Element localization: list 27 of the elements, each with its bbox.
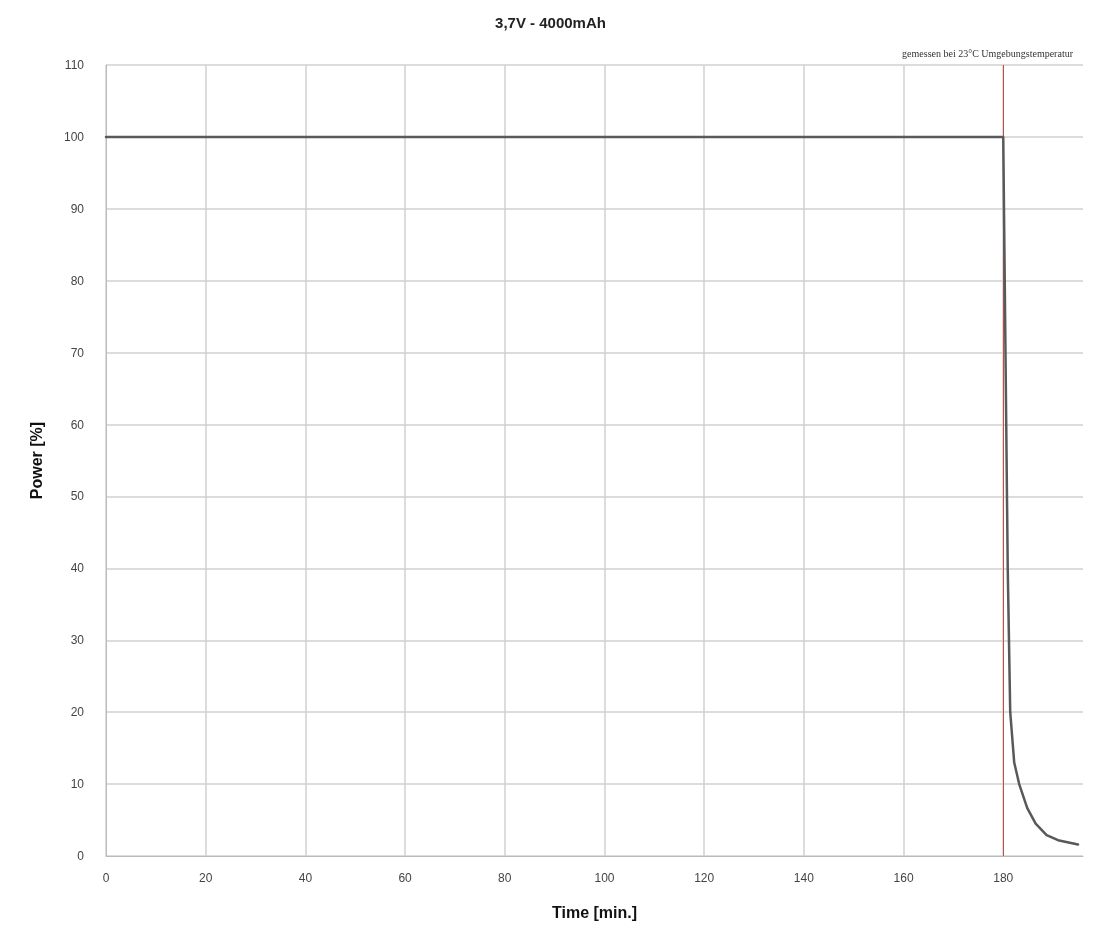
y-tick-label: 100: [63, 129, 85, 144]
x-tick-label: 80: [498, 871, 512, 885]
y-tick-label: 50: [70, 489, 85, 504]
y-tick-label: 70: [70, 345, 85, 360]
y-tick-label: 30: [70, 633, 85, 648]
x-tick-label: 120: [694, 871, 715, 885]
x-tick-label: 180: [993, 871, 1014, 885]
chart-title: 3,7V - 4000mAh: [495, 14, 606, 31]
y-tick-label: 20: [70, 705, 85, 720]
x-tick-label: 40: [298, 871, 313, 885]
y-tick-label: 90: [70, 201, 85, 216]
x-tick-label: 160: [893, 871, 914, 885]
y-tick-label: 0: [77, 849, 85, 863]
y-axis-title: Power [%]: [27, 421, 45, 500]
y-tick-label: 40: [70, 561, 85, 576]
x-tick-label: 60: [398, 871, 413, 885]
text: gemessen bei 23°C Umgebungstemperatur: [902, 47, 1074, 59]
line-series: [104, 135, 1080, 846]
x-tick-label: 140: [793, 871, 815, 885]
x-tick-label: 0: [102, 871, 110, 885]
x-axis-title: Time [min.]: [551, 903, 638, 921]
y-tick-label: 10: [70, 777, 85, 792]
y-tick-label: 110: [64, 58, 85, 72]
y-tick-label: 80: [70, 273, 85, 288]
x-tick-label: 100: [594, 871, 615, 885]
x-tick-label: 20: [199, 871, 213, 885]
y-tick-label: 60: [70, 417, 85, 432]
